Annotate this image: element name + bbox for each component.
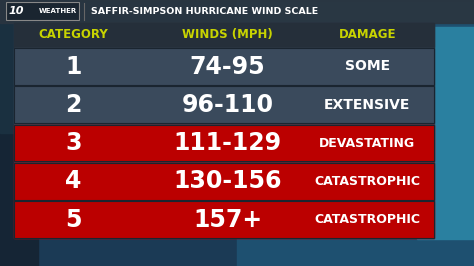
Bar <box>14 163 434 200</box>
Text: CATASTROPHIC: CATASTROPHIC <box>314 213 420 226</box>
Text: 4: 4 <box>65 169 82 193</box>
Text: 1: 1 <box>65 55 82 78</box>
Bar <box>14 201 434 238</box>
Text: 10: 10 <box>8 6 24 16</box>
Bar <box>237 0 474 266</box>
Bar <box>14 125 434 161</box>
Text: 2: 2 <box>65 93 82 117</box>
Bar <box>14 23 434 47</box>
Text: 111-129: 111-129 <box>173 131 282 155</box>
Text: 157+: 157+ <box>193 208 262 232</box>
Bar <box>0 0 28 133</box>
Bar <box>14 86 434 123</box>
Text: CATASTROPHIC: CATASTROPHIC <box>314 175 420 188</box>
Text: EXTENSIVE: EXTENSIVE <box>324 98 410 112</box>
Text: 96-110: 96-110 <box>182 93 273 117</box>
Text: 3: 3 <box>65 131 82 155</box>
Bar <box>14 125 434 161</box>
Bar <box>0 133 38 266</box>
Text: DEVASTATING: DEVASTATING <box>319 137 415 149</box>
Bar <box>6 2 79 20</box>
Bar <box>0 0 237 266</box>
Text: 74-95: 74-95 <box>190 55 265 78</box>
Text: 130-156: 130-156 <box>173 169 282 193</box>
Bar <box>0 0 474 23</box>
Text: WINDS (MPH): WINDS (MPH) <box>182 28 273 41</box>
Bar <box>14 163 434 200</box>
Bar <box>14 48 434 85</box>
Text: SAFFIR-SIMPSON HURRICANE WIND SCALE: SAFFIR-SIMPSON HURRICANE WIND SCALE <box>91 7 318 16</box>
Bar <box>14 48 434 85</box>
Bar <box>14 201 434 238</box>
Text: WEATHER: WEATHER <box>39 8 77 14</box>
Text: DAMAGE: DAMAGE <box>338 28 396 41</box>
Bar <box>14 23 434 238</box>
Text: 5: 5 <box>65 208 82 232</box>
Text: SOME: SOME <box>345 60 390 73</box>
Text: CATEGORY: CATEGORY <box>38 28 109 41</box>
Bar <box>6 2 79 20</box>
Bar <box>417 27 474 239</box>
Bar <box>14 86 434 123</box>
